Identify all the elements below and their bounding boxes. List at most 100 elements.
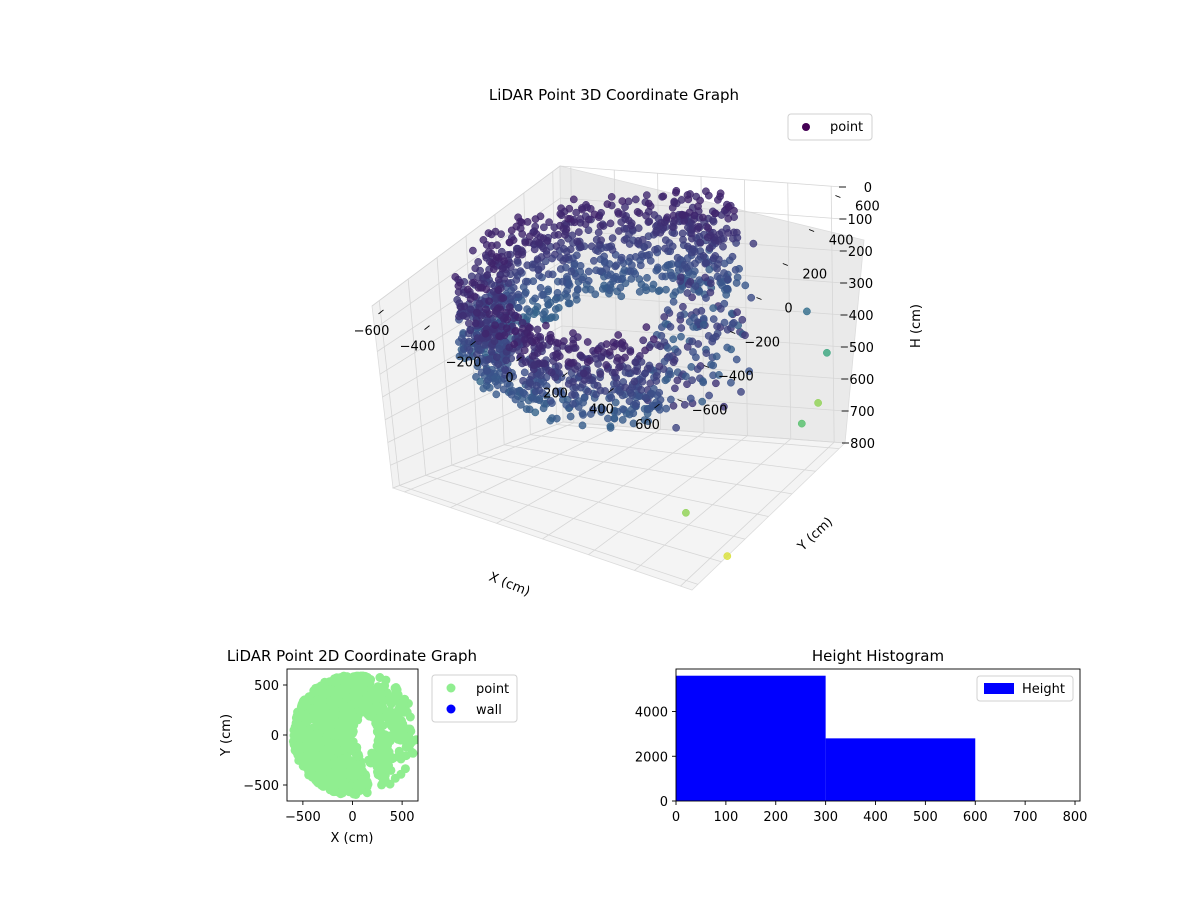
scatter-point bbox=[575, 228, 583, 236]
scatter-point bbox=[670, 197, 679, 206]
scatter-point bbox=[376, 693, 386, 703]
y-tick-label: −600 bbox=[692, 404, 728, 419]
scatter-point bbox=[599, 405, 607, 413]
legend-point-label: point bbox=[830, 120, 863, 135]
scatter-point bbox=[702, 349, 711, 357]
z-tick-label: 500 bbox=[849, 341, 874, 356]
grid-line bbox=[392, 421, 846, 489]
scatter-point bbox=[298, 701, 308, 711]
scatter-point bbox=[724, 214, 733, 223]
scatter-point bbox=[669, 358, 678, 367]
chart-3d-z-label: H (cm) bbox=[909, 304, 924, 348]
scatter-point bbox=[642, 211, 650, 220]
scatter-point bbox=[398, 719, 408, 729]
scatter-point bbox=[533, 325, 542, 334]
scatter-point bbox=[621, 383, 630, 392]
scatter-point bbox=[539, 244, 548, 253]
scatter-point bbox=[586, 204, 595, 213]
scatter-point bbox=[340, 686, 350, 696]
scatter-point bbox=[668, 242, 677, 251]
scatter-point bbox=[400, 764, 410, 774]
chart-3d-x-ticks: −600 −400 −200 0 200 400 600 bbox=[354, 309, 660, 433]
scatter-point bbox=[362, 700, 372, 710]
histogram-title: Height Histogram bbox=[812, 647, 944, 665]
scatter-point bbox=[745, 367, 753, 376]
x-tick-label: 600 bbox=[963, 810, 988, 825]
scatter-point bbox=[551, 305, 560, 313]
scatter-point bbox=[584, 276, 593, 285]
scatter-point bbox=[709, 216, 717, 224]
scatter-point bbox=[709, 361, 718, 370]
scatter-point bbox=[578, 205, 587, 214]
scatter-point bbox=[724, 203, 733, 211]
scatter-point bbox=[474, 258, 483, 266]
scatter-point bbox=[337, 700, 347, 710]
scatter-point bbox=[634, 224, 643, 232]
scatter-point bbox=[384, 761, 393, 770]
scatter-point bbox=[561, 254, 570, 263]
scatter-point bbox=[569, 339, 578, 348]
scatter-point bbox=[692, 353, 700, 362]
x-tick-label: 600 bbox=[635, 418, 660, 433]
chart-2d: LiDAR Point 2D Coordinate Graph −500 0 500… bbox=[219, 647, 518, 846]
scatter-point bbox=[299, 757, 309, 767]
scatter-point bbox=[603, 200, 612, 208]
scatter-point bbox=[569, 378, 577, 386]
scatter-point bbox=[336, 789, 346, 799]
scatter-point bbox=[684, 195, 693, 204]
scatter-point bbox=[326, 712, 336, 722]
z-tick-label: 800 bbox=[850, 437, 875, 452]
scatter-point bbox=[318, 781, 328, 791]
scatter-point bbox=[507, 308, 516, 316]
scatter-point bbox=[501, 366, 510, 374]
x-tick-label: 400 bbox=[589, 402, 614, 417]
scatter-point bbox=[644, 199, 653, 208]
scatter-point bbox=[668, 203, 677, 212]
scatter-point bbox=[646, 389, 655, 398]
scatter-point bbox=[531, 215, 540, 223]
scatter-point bbox=[494, 286, 503, 294]
scatter-point bbox=[565, 204, 574, 213]
scatter-point bbox=[551, 295, 560, 304]
scatter-point bbox=[677, 332, 685, 341]
scatter-point bbox=[638, 377, 647, 386]
scatter-point bbox=[687, 363, 696, 371]
scatter-point bbox=[552, 242, 561, 251]
scatter-point bbox=[663, 375, 671, 383]
scatter-point bbox=[356, 784, 366, 794]
scatter-point bbox=[312, 757, 322, 766]
scatter-point bbox=[516, 352, 525, 361]
scatter-point bbox=[523, 305, 531, 313]
scatter-point bbox=[514, 250, 522, 259]
scatter-point bbox=[514, 313, 523, 322]
x-tick-label: −600 bbox=[354, 324, 390, 339]
scatter-point bbox=[615, 227, 623, 235]
scatter-point bbox=[641, 369, 649, 378]
scatter-point bbox=[325, 722, 335, 732]
scatter-point bbox=[543, 236, 552, 245]
scatter-point bbox=[495, 332, 503, 340]
scatter-point bbox=[661, 244, 669, 253]
scatter-point bbox=[474, 273, 483, 281]
scatter-point bbox=[797, 419, 806, 428]
scatter-point bbox=[703, 233, 712, 242]
scatter-point bbox=[600, 257, 609, 266]
scatter-point bbox=[553, 288, 562, 297]
scatter-point bbox=[662, 285, 670, 294]
y-tick-label: 0 bbox=[784, 302, 792, 317]
x-tick-label: 400 bbox=[863, 810, 888, 825]
scatter-point bbox=[640, 243, 649, 251]
scatter-point bbox=[454, 282, 463, 290]
scatter-point bbox=[661, 263, 670, 272]
scatter-point bbox=[663, 306, 672, 314]
scatter-point bbox=[584, 267, 593, 276]
scatter-point bbox=[532, 336, 540, 345]
scatter-point bbox=[596, 370, 605, 378]
scatter-point bbox=[349, 759, 359, 769]
scatter-point bbox=[529, 394, 537, 403]
y-tick-label: 600 bbox=[855, 200, 880, 215]
scatter-point bbox=[626, 347, 635, 356]
scatter-point bbox=[645, 217, 654, 226]
scatter-point bbox=[731, 266, 740, 274]
scatter-point bbox=[604, 271, 612, 280]
